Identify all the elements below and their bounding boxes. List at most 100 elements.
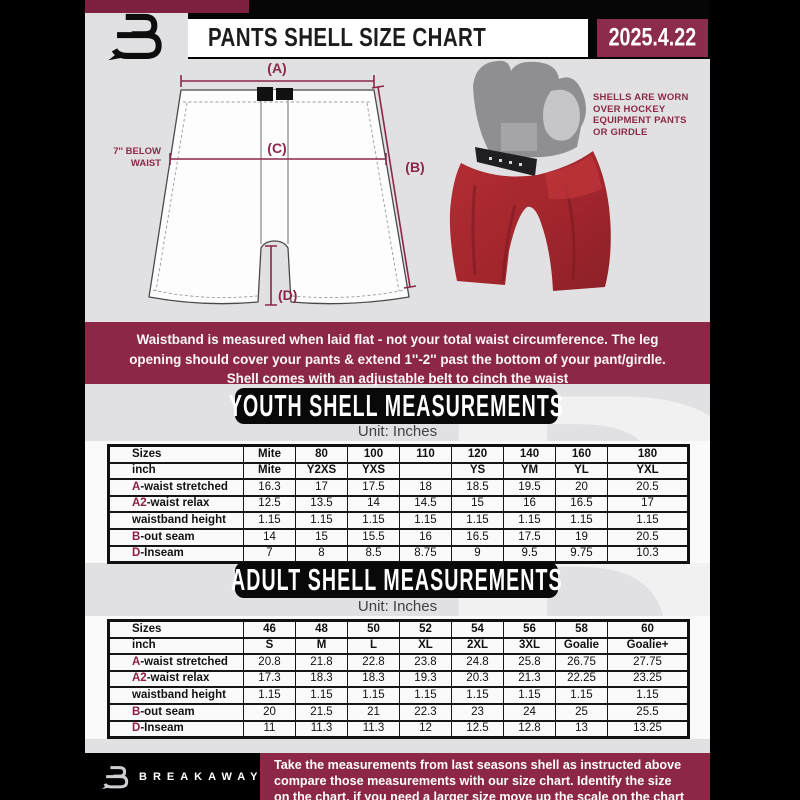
table-cell: YXS [347,461,400,481]
table-cell: 1.15 [451,511,504,530]
revision-date: 2025.4.22 [608,23,697,52]
table-cell: 16 [399,527,452,547]
table-cell: YL [555,461,608,481]
table-cell: 14.5 [399,494,452,514]
footer-brand-row: BREAKAWAY [101,762,264,792]
table-cell: 14 [243,527,296,547]
table-cell: 25.8 [503,653,556,672]
row-label-text: -out seam [140,530,195,543]
measure-line-c [169,153,387,165]
measure-line-b [371,85,417,289]
table-cell: 1.15 [503,511,556,530]
row-label-cell: Sizes [108,619,244,639]
row-label-cell: waistband height [108,686,244,705]
table-cell: 50 [347,619,400,639]
table-cell: 1.15 [347,511,400,530]
measure-letter: A2 [132,497,147,510]
table-cell: 19.3 [399,669,452,689]
waist-note-line1: 7'' BELOW [113,146,161,157]
table-row: waistband height 1.15 1.15 1.15 1.15 1.15 1.15… [108,686,689,705]
table-cell: 13 [555,719,608,739]
measure-letter: A2 [132,672,147,685]
table-cell: 8 [295,544,348,564]
measure-letter: A [132,480,141,493]
table-cell: 10.3 [607,544,689,564]
table-row: A2-waist relax 17.3 18.3 18.3 19.3 20.3 21.3 22… [108,669,689,689]
adult-unit-label: Unit: Inches [357,598,438,615]
diagram-label-a: (A) [267,60,286,76]
table-cell: 25.5 [607,702,689,722]
table-cell: 18.3 [295,669,348,689]
table-cell: 27.75 [607,653,689,672]
row-label-cell: waistband height [108,511,244,530]
row-label-cell: D-Inseam [108,719,244,739]
row-label-cell: A2-waist relax [108,494,244,514]
measure-line-d [265,245,277,306]
row-label-text: -Inseam [140,722,184,735]
table-cell: 24 [503,702,556,722]
table-cell: 24.8 [451,653,504,672]
youth-table-band: Sizes Mite 80 100 110 120 140 160 180 inch Mite Y2X… [85,441,710,565]
table-cell: 60 [607,619,689,639]
table-row: B-out seam 20 21.5 21 22.3 23 24 25 25.5 [108,702,689,722]
adult-section-heading: ADULT SHELL MEASUREMENTS [231,562,561,598]
table-cell: 8.5 [347,544,400,564]
table-cell: 12.8 [503,719,556,739]
table-cell [399,461,452,481]
table-cell: 2XL [451,636,504,656]
table-cell: 9 [451,544,504,564]
girdle-strap [501,123,537,151]
belt-buckle [257,87,293,101]
row-label-text: waistband height [132,513,226,526]
diagram-label-b: (B) [405,159,424,175]
row-label-text: inch [132,639,156,652]
table-cell: 9.75 [555,544,608,564]
table-cell: 21.5 [295,702,348,722]
youth-section-heading: YOUTH SHELL MEASUREMENTS [229,388,563,424]
table-row: B-out seam 14 15 15.5 16 16.5 17.5 19 20.5 [108,527,689,547]
text-line: SHELLS ARE WORN [593,92,689,103]
table-row: A-waist stretched 16.3 17 17.5 18 18.5 19.5 20 2… [108,478,689,497]
table-cell: 1.15 [399,686,452,705]
table-cell: 23.8 [399,653,452,672]
table-cell: L [347,636,400,656]
youth-size-table: Sizes Mite 80 100 110 120 140 160 180 inch Mite Y2X… [107,444,690,565]
table-cell: 17.5 [503,527,556,547]
header-accent-strip [85,0,249,13]
row-label-text: waistband height [132,688,226,701]
row-label-text: -waist relax [146,497,210,510]
row-label-cell: A-waist stretched [108,478,244,497]
table-cell: 1.15 [399,511,452,530]
table-cell: 20 [243,702,296,722]
table-cell: S [243,636,296,656]
lace-dots [489,157,522,166]
brand-logo-box [85,13,188,61]
table-cell: 100 [347,444,400,464]
table-cell: YM [503,461,556,481]
text-line: Take the measurements from last seasons … [274,758,682,772]
table-cell: 180 [607,444,689,464]
waist-note-line2: WAIST [131,158,161,169]
table-cell: 19 [555,527,608,547]
table-cell: 14 [347,494,400,514]
table-cell: 15 [295,527,348,547]
table-row: A2-waist relax 12.5 13.5 14 14.5 15 16 16.5 17 [108,494,689,514]
table-row: inch S M L XL 2XL 3XL Goalie Goalie+ [108,636,689,656]
table-cell: 18 [399,478,452,497]
page-title: PANTS SHELL SIZE CHART [208,23,487,52]
row-label-text: -waist stretched [140,480,228,493]
footer-instructions: Take the measurements from last seasons … [260,753,710,800]
table-cell: YXL [607,461,689,481]
table-cell: 13.25 [607,719,689,739]
text-line: opening should cover your pants & extend… [129,351,666,367]
table-row: Sizes Mite 80 100 110 120 140 160 180 [108,444,689,464]
photo-note: SHELLS ARE WORN OVER HOCKEY EQUIPMENT PANT… [593,92,710,138]
table-cell: 18.3 [347,669,400,689]
row-label-text: -Inseam [140,547,184,560]
table-cell: 1.15 [243,686,296,705]
table-cell: 13.5 [295,494,348,514]
page-content: B PANTS SHELL SIZE CHART 2025.4.22 [85,0,710,800]
measure-letter: D [132,722,141,735]
row-label-cell: B-out seam [108,702,244,722]
table-cell: 48 [295,619,348,639]
